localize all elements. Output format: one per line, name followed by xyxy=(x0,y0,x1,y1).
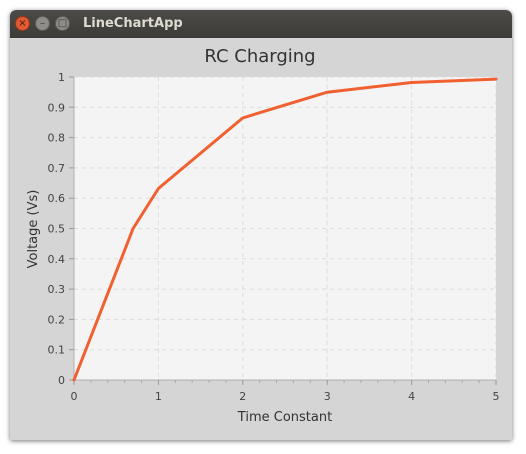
x-axis-ticks: 0 1 2 3 4 5 xyxy=(71,380,500,403)
minimize-button[interactable]: – xyxy=(35,16,50,31)
y-tick-label: 0.8 xyxy=(48,132,66,145)
window-title: LineChartApp xyxy=(83,16,183,31)
grid-lines xyxy=(74,76,497,380)
line-chart: RC Charging 0 1 2 3 4 5 0 0.1 0.2 0.3 0.4 0.5 0.6 0.… xyxy=(26,46,500,425)
close-button[interactable]: × xyxy=(15,16,30,31)
x-tick-label: 1 xyxy=(155,390,162,403)
x-axis-label: Time Constant xyxy=(237,410,332,425)
y-tick-label: 0.4 xyxy=(48,253,66,266)
maximize-icon: □ xyxy=(57,17,68,29)
series-layer xyxy=(72,77,498,382)
close-icon: × xyxy=(18,17,27,29)
x-tick-label: 2 xyxy=(239,390,246,403)
x-tick-label: 3 xyxy=(324,390,331,403)
chart-area: RC Charging 0 1 2 3 4 5 0 0.1 0.2 0.3 0.4 0.5 0.6 0.… xyxy=(10,38,512,440)
y-tick-label: 0 xyxy=(58,374,65,387)
y-tick-label: 1 xyxy=(58,71,65,84)
x-tick-label: 4 xyxy=(408,390,415,403)
y-tick-label: 0.3 xyxy=(48,283,66,296)
series-line xyxy=(72,77,498,382)
y-axis-label: Voltage (Vs) xyxy=(26,190,41,269)
y-tick-label: 0.1 xyxy=(48,344,66,357)
x-tick-label: 5 xyxy=(493,390,500,403)
y-axis-ticks: 0 0.1 0.2 0.3 0.4 0.5 0.6 0.7 0.8 0.9 1 xyxy=(48,71,74,387)
y-tick-label: 0.6 xyxy=(48,192,66,205)
title-bar[interactable]: × – □ LineChartApp xyxy=(10,10,512,38)
y-tick-label: 0.5 xyxy=(48,223,66,236)
y-tick-label: 0.7 xyxy=(48,162,66,175)
x-tick-label: 0 xyxy=(71,390,78,403)
maximize-button[interactable]: □ xyxy=(55,16,70,31)
chart-title: RC Charging xyxy=(204,46,315,67)
minimize-icon: – xyxy=(40,17,45,29)
y-tick-label: 0.9 xyxy=(48,101,66,114)
y-tick-label: 0.2 xyxy=(48,313,66,326)
